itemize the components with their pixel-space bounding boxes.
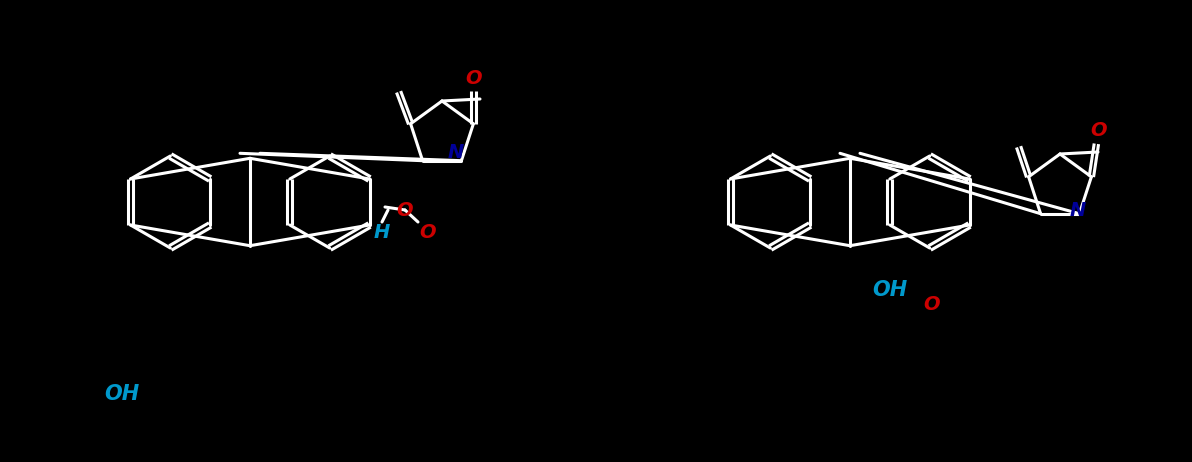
Text: O: O [420, 223, 436, 242]
Text: O: O [397, 201, 414, 219]
Text: O: O [1089, 122, 1106, 140]
Text: N: N [1069, 201, 1086, 219]
Text: O: O [924, 294, 940, 314]
Text: O: O [465, 69, 482, 88]
Text: OH: OH [873, 280, 907, 300]
Text: H: H [374, 223, 390, 242]
Text: N: N [448, 142, 464, 162]
Text: OH: OH [105, 384, 139, 404]
